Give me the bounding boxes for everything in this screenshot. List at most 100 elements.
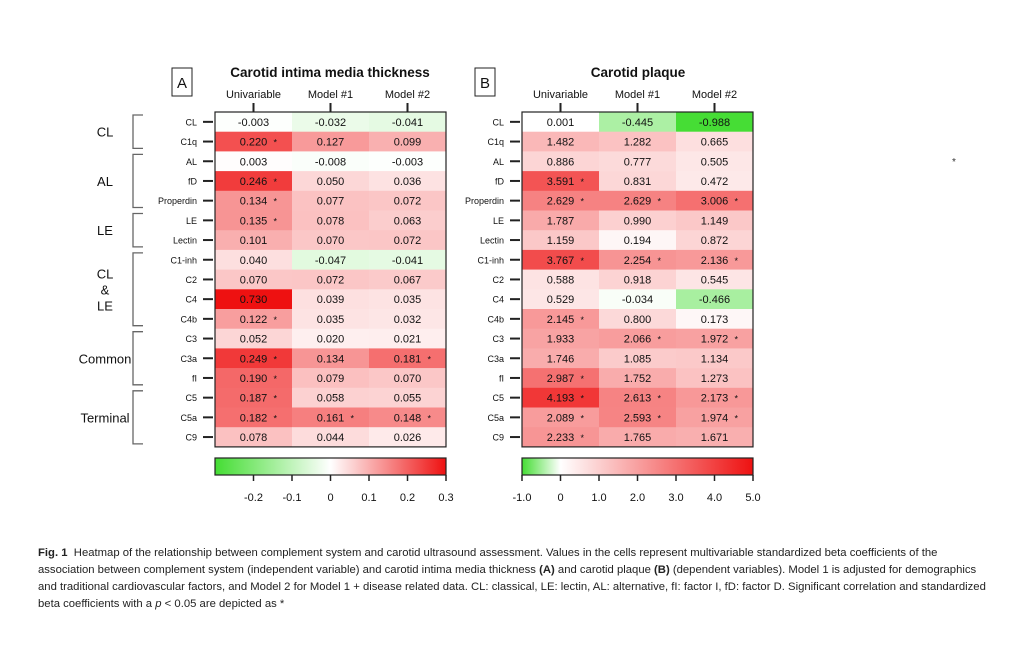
heatmap-cell bbox=[292, 151, 370, 172]
row-label: AL bbox=[186, 157, 197, 167]
heatmap-cell bbox=[292, 190, 370, 211]
heatmap-cell bbox=[676, 230, 754, 251]
cell-value: 0.181 bbox=[394, 353, 422, 365]
cell-value: 0.072 bbox=[394, 196, 422, 208]
heatmap-cell bbox=[599, 230, 677, 251]
significance-mark: * bbox=[581, 177, 585, 187]
caption-text-1: Heatmap of the relationship between comp… bbox=[38, 547, 938, 576]
heatmap-frame bbox=[521, 111, 754, 448]
heatmap-cell bbox=[292, 249, 370, 270]
colorbar-tick-label: 1.0 bbox=[591, 492, 606, 504]
cell-value: 0.135 bbox=[240, 215, 268, 227]
heatmap-cell bbox=[522, 190, 600, 211]
heatmap-cell bbox=[369, 427, 447, 448]
row-label: C1q bbox=[487, 137, 504, 147]
cell-value: -0.003 bbox=[392, 156, 423, 168]
heatmap-cell bbox=[292, 289, 370, 310]
cell-value: 0.529 bbox=[547, 294, 575, 306]
panel-label: A bbox=[177, 75, 187, 92]
cell-value: 0.070 bbox=[394, 373, 422, 385]
cell-value: 2.629 bbox=[624, 196, 652, 208]
significance-mark: * bbox=[735, 413, 739, 423]
significance-mark: * bbox=[274, 216, 278, 226]
cell-value: 1.974 bbox=[701, 412, 729, 424]
cell-value: 0.020 bbox=[317, 334, 345, 346]
group-label: & bbox=[101, 282, 110, 297]
cell-value: 3.006 bbox=[701, 196, 729, 208]
cell-value: 2.987 bbox=[547, 373, 575, 385]
cell-value: 2.089 bbox=[547, 412, 575, 424]
cell-value: 0.058 bbox=[317, 393, 345, 405]
colorbar-tick-label: -1.0 bbox=[513, 492, 532, 504]
heatmap-cell bbox=[292, 348, 370, 369]
row-label: AL bbox=[493, 157, 504, 167]
significance-mark: * bbox=[351, 413, 355, 423]
heatmap-cell bbox=[292, 112, 370, 132]
cell-value: 0.246 bbox=[240, 176, 268, 188]
heatmap-cell bbox=[599, 407, 677, 428]
heatmap-cell bbox=[599, 210, 677, 231]
significance-mark: * bbox=[581, 197, 585, 207]
heatmap-cell bbox=[292, 309, 370, 329]
heatmap-cell bbox=[676, 309, 754, 329]
cell-value: 1.972 bbox=[701, 334, 729, 346]
group-bracket bbox=[132, 114, 143, 150]
column-header: Model #2 bbox=[692, 89, 737, 101]
cell-value: 0.055 bbox=[394, 393, 422, 405]
row-label: C1q bbox=[180, 137, 197, 147]
group-bracket bbox=[132, 252, 143, 327]
row-label: Properdin bbox=[158, 196, 197, 206]
row-label: C4 bbox=[492, 295, 504, 305]
significance-mark: * bbox=[274, 138, 278, 148]
cell-value: 0.831 bbox=[624, 176, 652, 188]
heatmap-cell bbox=[369, 151, 447, 172]
cell-value: 1.752 bbox=[624, 373, 652, 385]
group-bracket bbox=[132, 331, 143, 386]
cell-value: 0.194 bbox=[624, 235, 652, 247]
heatmap-cell bbox=[676, 210, 754, 231]
heatmap-cell bbox=[676, 249, 754, 270]
row-label: Lectin bbox=[480, 236, 504, 246]
row-label: C5 bbox=[185, 393, 197, 403]
heatmap-cell bbox=[369, 348, 447, 369]
heatmap-cell bbox=[369, 368, 447, 389]
group-label: CL bbox=[97, 266, 114, 281]
cell-value: 0.072 bbox=[317, 274, 345, 286]
colorbar-tick-label: 0 bbox=[557, 492, 563, 504]
heatmap-cell bbox=[369, 407, 447, 428]
heatmap-cell bbox=[215, 368, 293, 389]
cell-value: 4.193 bbox=[547, 393, 575, 405]
group-bracket bbox=[132, 390, 143, 445]
row-label: C4b bbox=[487, 314, 504, 324]
cell-value: -0.445 bbox=[622, 117, 653, 129]
row-label: CL bbox=[492, 117, 504, 127]
row-label: fD bbox=[495, 176, 505, 186]
column-header: Univariable bbox=[533, 89, 588, 101]
significance-mark: * bbox=[735, 256, 739, 266]
cell-value: 2.629 bbox=[547, 196, 575, 208]
significance-mark: * bbox=[274, 374, 278, 384]
heatmap-cell bbox=[292, 407, 370, 428]
significance-mark: * bbox=[658, 394, 662, 404]
cell-value: 1.933 bbox=[547, 334, 575, 346]
cell-value: 0.249 bbox=[240, 353, 268, 365]
heatmap-cell bbox=[215, 230, 293, 251]
cell-value: 0.190 bbox=[240, 373, 268, 385]
heatmap-cell bbox=[215, 151, 293, 172]
significance-mark: * bbox=[274, 315, 278, 325]
cell-value: 0.070 bbox=[240, 274, 268, 286]
significance-mark: * bbox=[274, 413, 278, 423]
row-label: C3a bbox=[180, 354, 197, 364]
row-label: C5a bbox=[180, 413, 197, 423]
significance-mark: * bbox=[658, 197, 662, 207]
cell-value: 1.282 bbox=[624, 137, 652, 149]
cell-value: 1.159 bbox=[547, 235, 575, 247]
heatmap-cell bbox=[215, 309, 293, 329]
column-header: Model #1 bbox=[308, 89, 353, 101]
heatmap-cell bbox=[522, 407, 600, 428]
heatmap-cell bbox=[522, 269, 600, 290]
colorbar bbox=[521, 457, 754, 476]
heatmap-cell bbox=[599, 151, 677, 172]
heatmap-cell bbox=[676, 171, 754, 192]
cell-value: 0.070 bbox=[317, 235, 345, 247]
